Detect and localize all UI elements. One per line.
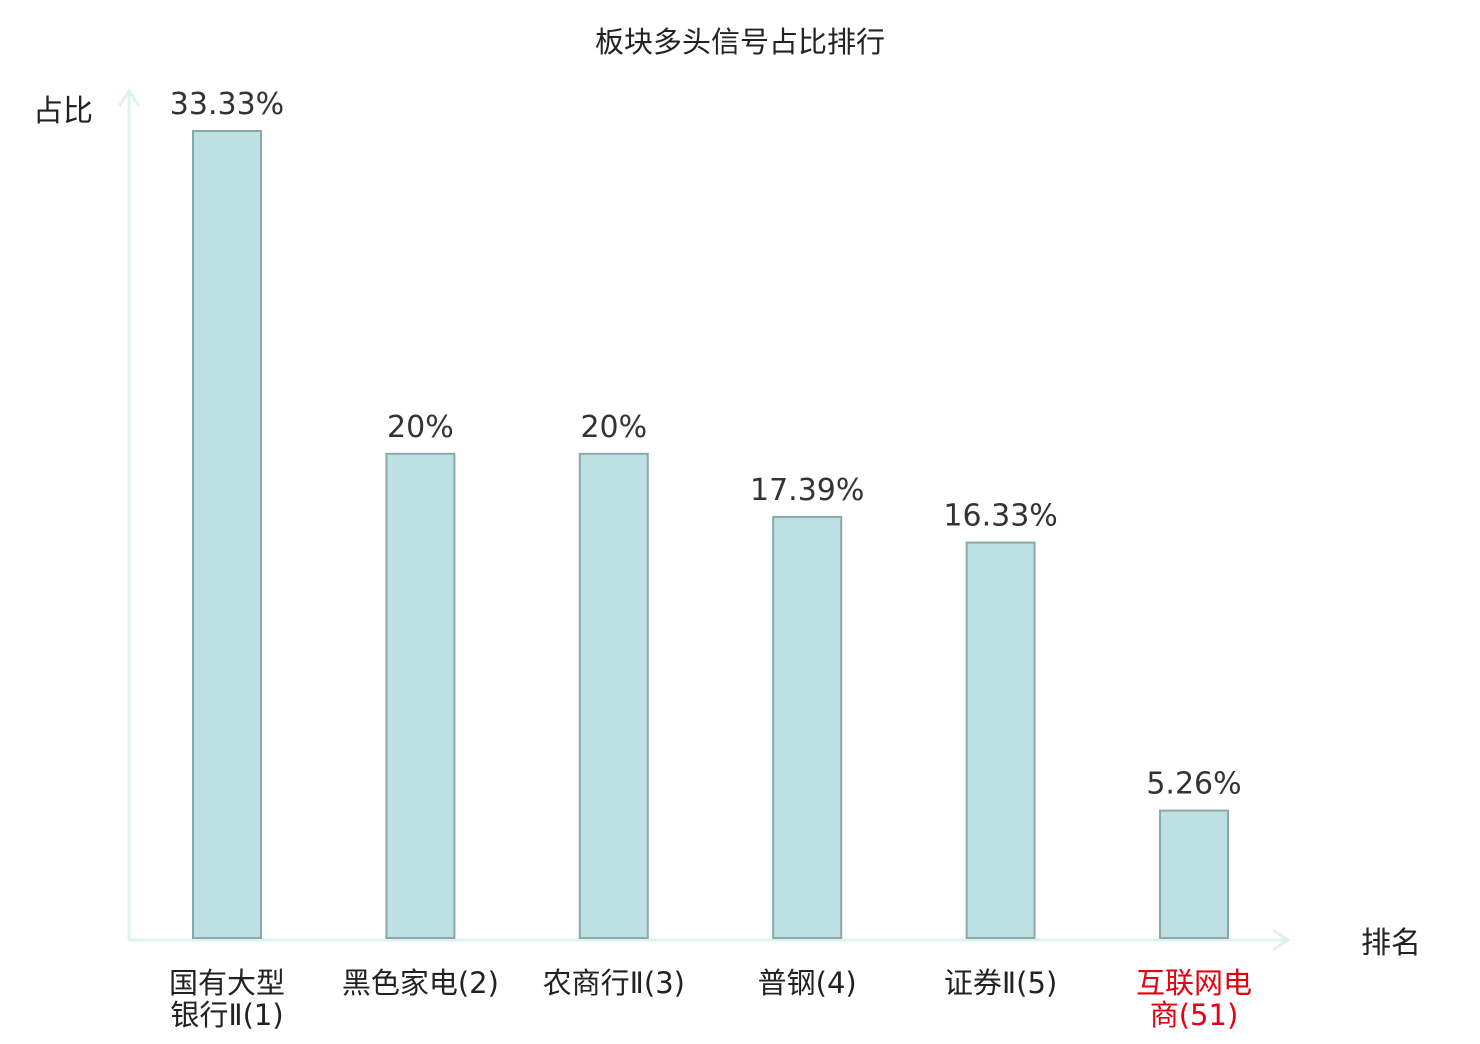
category-label-4: 普钢(4) <box>758 966 857 1000</box>
category-label-5: 证券Ⅱ(5) <box>944 966 1057 1000</box>
bar-6 <box>1159 809 1229 939</box>
category-label-1-line-2: 银行Ⅱ(1) <box>170 998 283 1032</box>
category-label-3: 农商行Ⅱ(3) <box>543 966 685 1000</box>
bar-3 <box>578 452 649 939</box>
bar-4 <box>772 515 843 940</box>
bars-group <box>192 130 1229 940</box>
bar-2 <box>385 452 456 939</box>
chart-title: 板块多头信号占比排行 <box>595 25 885 59</box>
category-label-2: 黑色家电(2) <box>342 966 499 1000</box>
y-axis-arrow <box>117 88 141 107</box>
axes <box>117 88 1291 952</box>
value-label-4: 17.39% <box>750 473 864 508</box>
category-label-6-line-2: 商(51) <box>1150 998 1239 1032</box>
category-label-1-line-1: 国有大型 <box>169 966 285 1000</box>
bar-5 <box>965 541 1036 939</box>
value-label-2: 20% <box>387 410 454 445</box>
x-axis-label: 排名 <box>1361 926 1421 961</box>
bar-1 <box>192 130 262 939</box>
value-label-5: 16.33% <box>943 499 1057 534</box>
category-label-6-line-1: 互联网电 <box>1136 966 1252 1000</box>
value-label-6: 5.26% <box>1146 767 1241 802</box>
value-label-1: 33.33% <box>170 87 284 122</box>
y-axis-label: 占比 <box>33 94 93 129</box>
x-axis-arrow <box>1272 928 1291 952</box>
value-label-3: 20% <box>580 410 647 445</box>
value-labels-group: 33.33% 20% 20% 17.39% 16.33% 5.26% <box>170 87 1242 802</box>
